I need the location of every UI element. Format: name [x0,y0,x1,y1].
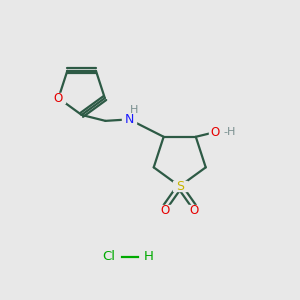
Bar [173,182,187,191]
Bar [52,93,65,103]
Text: O: O [211,126,220,139]
Text: O: O [54,92,63,105]
Text: N: N [124,113,134,126]
Text: O: O [161,203,170,217]
Text: H: H [130,105,139,115]
Text: O: O [189,203,199,217]
Text: S: S [176,180,184,193]
Bar [122,115,136,124]
Text: H: H [144,250,154,263]
Text: Cl: Cl [102,250,115,263]
Bar [208,128,222,137]
Bar [159,205,172,215]
Bar [187,205,201,215]
Text: -H: -H [223,127,236,137]
